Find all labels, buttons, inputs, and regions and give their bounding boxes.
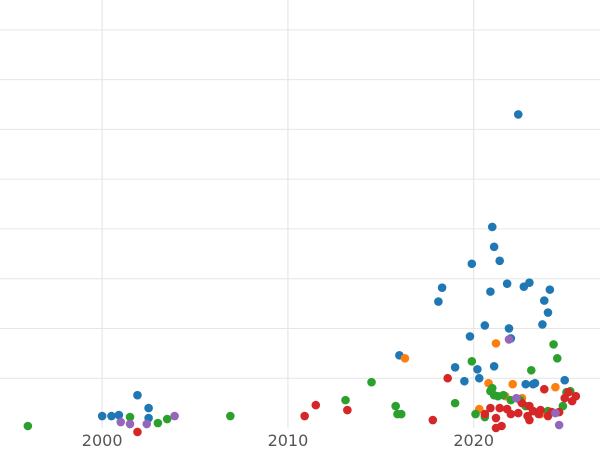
data-point	[311, 400, 321, 410]
data-point	[396, 409, 406, 419]
data-point	[125, 412, 135, 422]
data-point	[539, 384, 549, 394]
data-point	[443, 373, 452, 383]
data-point	[526, 365, 536, 375]
data-point	[486, 403, 495, 413]
data-point	[551, 408, 560, 418]
data-point	[491, 413, 501, 423]
data-point	[474, 373, 484, 383]
data-point	[480, 409, 490, 419]
x-tick-label: 2000	[82, 431, 123, 450]
data-point	[513, 408, 523, 418]
data-point	[400, 354, 410, 363]
data-point	[571, 391, 581, 401]
data-point	[450, 362, 460, 372]
data-point	[487, 383, 497, 393]
data-point	[489, 361, 499, 371]
data-point	[525, 278, 534, 287]
data-point	[125, 419, 135, 429]
data-point	[549, 340, 558, 349]
data-point	[495, 403, 504, 413]
data-point	[428, 415, 438, 425]
data-point	[97, 411, 107, 421]
data-point	[391, 401, 400, 411]
data-point	[525, 415, 534, 425]
data-point	[465, 332, 475, 341]
x-tick-label: 2010	[268, 431, 309, 450]
data-point	[513, 110, 523, 119]
data-point	[497, 421, 506, 431]
data-point	[434, 297, 443, 306]
data-point	[536, 405, 545, 415]
data-point	[473, 364, 482, 374]
data-point	[114, 410, 124, 420]
data-point	[539, 296, 549, 305]
data-point	[471, 409, 480, 419]
data-point	[545, 285, 555, 294]
data-point	[467, 259, 477, 269]
data-point	[367, 377, 376, 387]
data-point	[467, 357, 477, 366]
data-point	[450, 398, 460, 408]
data-point	[487, 222, 497, 232]
data-point	[153, 418, 163, 428]
data-point	[489, 242, 499, 252]
data-point	[564, 387, 573, 397]
data-point	[538, 320, 547, 329]
x-tick-labels: 2000 2010 2020	[82, 431, 494, 450]
data-point	[521, 379, 530, 389]
data-point	[530, 378, 540, 388]
data-point	[437, 283, 447, 292]
data-point	[170, 411, 179, 421]
grid-lines	[0, 0, 600, 428]
data-point	[504, 324, 514, 333]
data-point	[107, 411, 116, 421]
data-point	[486, 287, 495, 296]
data-point	[226, 411, 235, 421]
data-point	[341, 395, 350, 405]
data-point	[543, 308, 553, 317]
data-point	[23, 421, 33, 431]
data-point	[343, 405, 352, 415]
data-point	[552, 354, 562, 363]
data-point	[508, 379, 517, 389]
data-point	[142, 419, 152, 429]
data-point	[491, 339, 501, 348]
data-point	[460, 376, 469, 386]
data-point	[512, 393, 521, 403]
data-point	[554, 420, 564, 430]
data-point	[162, 414, 172, 424]
data-points	[23, 110, 581, 437]
data-point	[502, 279, 512, 288]
data-point	[133, 427, 142, 437]
data-point	[551, 382, 560, 392]
data-point	[560, 375, 570, 385]
data-point	[504, 335, 514, 344]
data-point	[133, 390, 142, 400]
data-point	[506, 409, 516, 419]
data-point	[116, 417, 126, 427]
data-point	[480, 321, 490, 330]
data-point	[517, 398, 527, 408]
data-point	[499, 390, 508, 400]
data-point	[144, 403, 153, 413]
data-point	[300, 411, 309, 421]
x-tick-label: 2020	[453, 431, 494, 450]
data-point	[495, 256, 504, 266]
